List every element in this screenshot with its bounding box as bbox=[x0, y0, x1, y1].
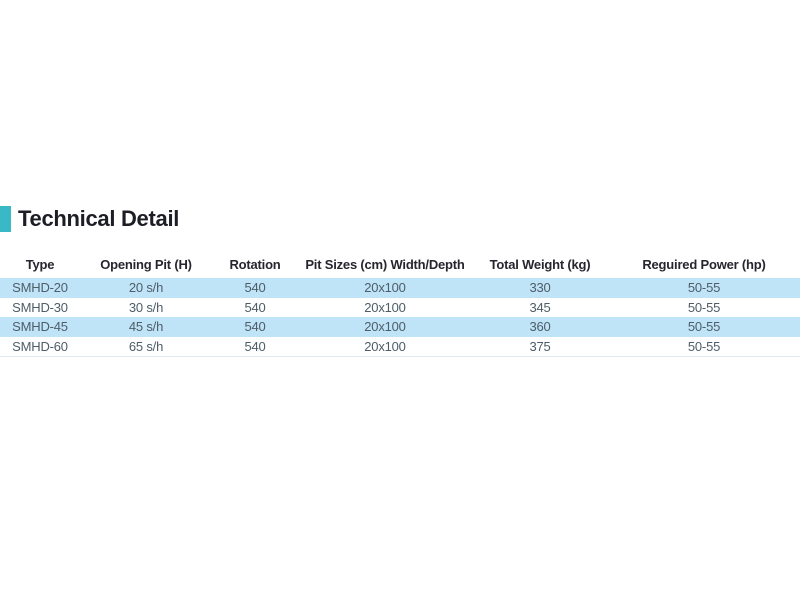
table-cell: 65 s/h bbox=[80, 336, 212, 357]
table-row-smhd-30: SMHD-30 30 s/h 540 20x100 345 50-55 bbox=[0, 297, 800, 317]
table-cell: 20x100 bbox=[364, 280, 406, 296]
column-header-pit-sizes: Pit Sizes (cm) Width/Depth bbox=[298, 250, 472, 278]
section-title: Technical Detail bbox=[18, 206, 180, 231]
column-header-rotation: Rotation bbox=[212, 250, 298, 278]
table-cell: 50-55 bbox=[687, 299, 721, 315]
column-header-total-weight: Total Weight (kg) bbox=[472, 250, 608, 278]
table-cell: 50-55 bbox=[608, 336, 800, 357]
column-header-type: Type bbox=[0, 250, 80, 278]
table-row-smhd-45: SMHD-45 45 s/h 540 20x100 360 50-55 bbox=[0, 317, 800, 337]
table-cell: 540 bbox=[244, 299, 266, 315]
accent-bar bbox=[0, 206, 11, 232]
table-header-row: Type Opening Pit (H) Rotation Pit Sizes … bbox=[0, 250, 800, 278]
table-cell: 375 bbox=[472, 336, 608, 357]
column-header-opening-pit: Opening Pit (H) bbox=[80, 250, 212, 278]
table-cell: 345 bbox=[529, 299, 551, 315]
table-cell: 30 s/h bbox=[128, 299, 164, 315]
table-row-smhd-60: SMHD-60 65 s/h 540 20x100 375 50-55 bbox=[0, 336, 800, 357]
table-cell: 20x100 bbox=[298, 336, 472, 357]
column-header-required-power: Reguired Power (hp) bbox=[608, 250, 800, 278]
table-cell: 330 bbox=[529, 280, 551, 296]
table-cell: SMHD-20 bbox=[12, 280, 68, 296]
table-cell: 45 s/h bbox=[128, 319, 164, 335]
table-cell: 50-55 bbox=[687, 319, 721, 335]
technical-detail-table: Type Opening Pit (H) Rotation Pit Sizes … bbox=[0, 250, 800, 357]
table-cell: 540 bbox=[244, 319, 266, 335]
table-cell: SMHD-30 bbox=[12, 299, 68, 315]
table-cell: 360 bbox=[529, 319, 551, 335]
table-cell: 20 s/h bbox=[128, 280, 164, 296]
table-cell: SMHD-45 bbox=[12, 319, 68, 335]
section-heading: Technical Detail bbox=[0, 205, 179, 233]
table-row-smhd-20: SMHD-20 20 s/h 540 20x100 330 50-55 bbox=[0, 278, 800, 298]
table-cell: 20x100 bbox=[364, 299, 406, 315]
table-cell: 540 bbox=[244, 280, 266, 296]
table-cell: SMHD-60 bbox=[0, 336, 80, 357]
table-cell: 540 bbox=[212, 336, 298, 357]
table-cell: 50-55 bbox=[687, 280, 721, 296]
table-cell: 20x100 bbox=[364, 319, 406, 335]
